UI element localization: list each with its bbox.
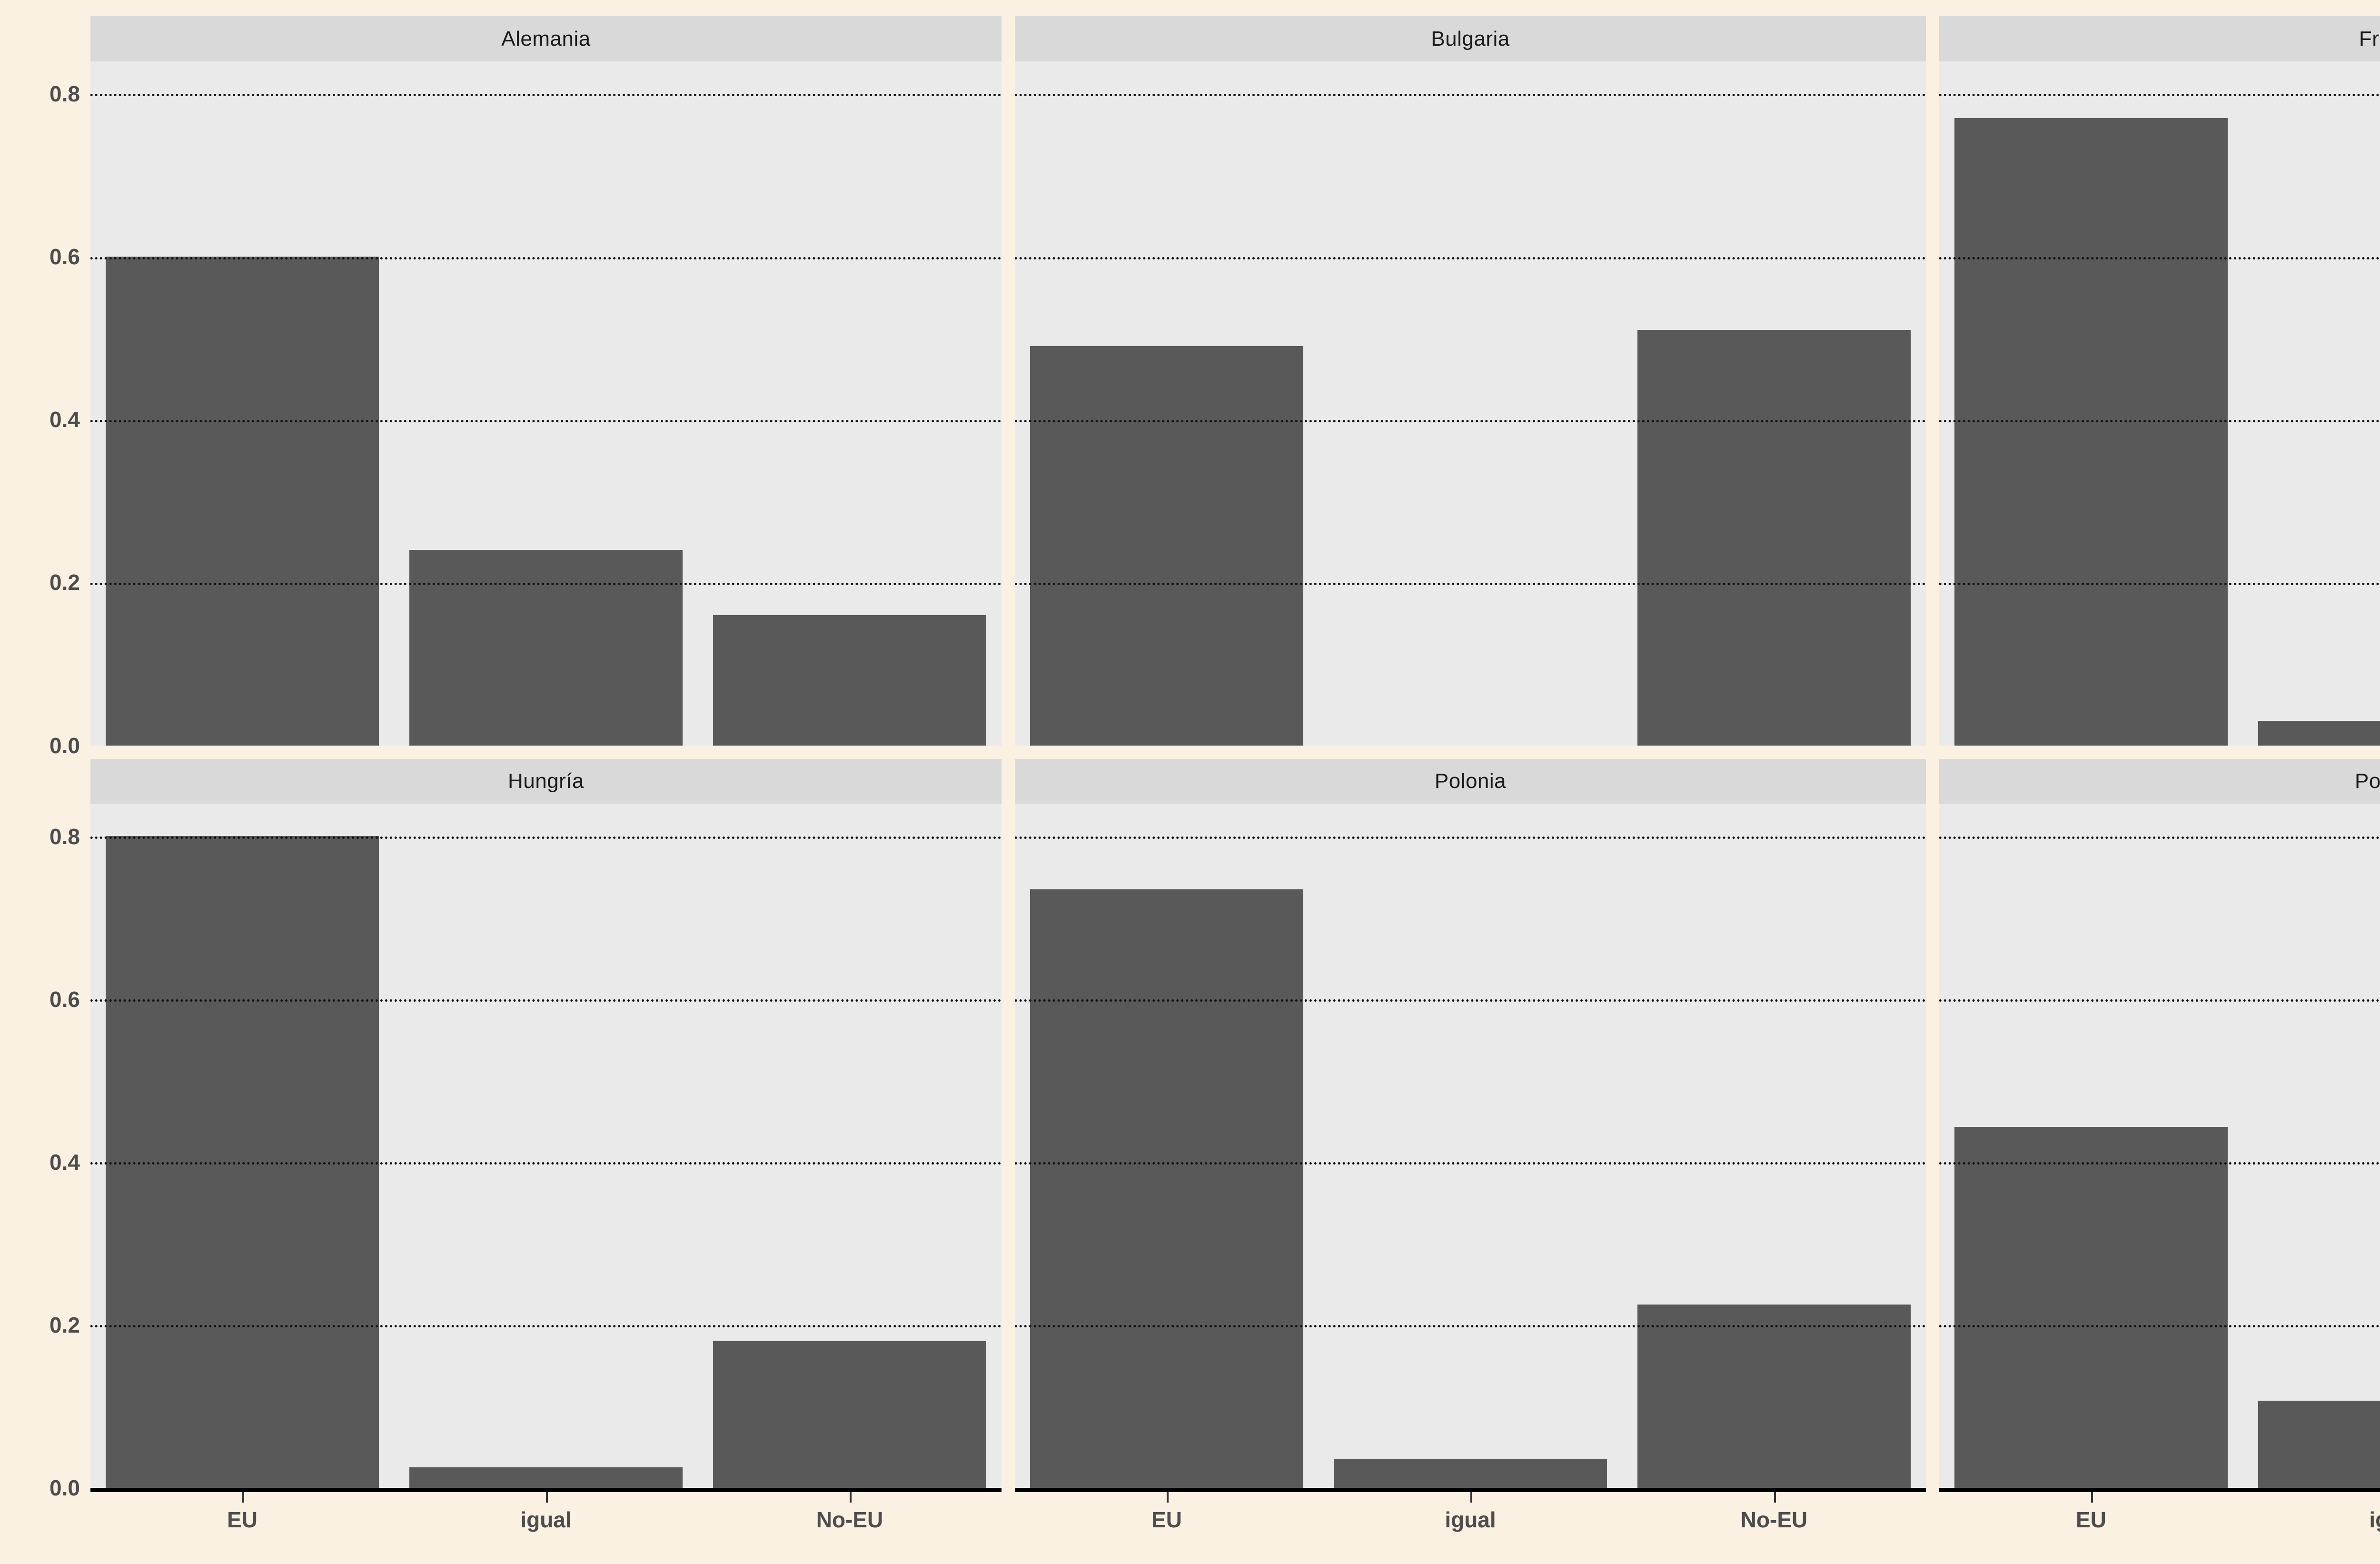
facet-panel-bulgaria: Bulgaria	[1015, 16, 1926, 746]
x-tick-mark	[1167, 1492, 1169, 1503]
x-tick-label-igual: igual	[1445, 1507, 1496, 1532]
x-axis-line	[90, 1488, 1002, 1492]
x-tick-mark	[242, 1492, 244, 1503]
plot-area-bulgaria	[1015, 61, 1926, 746]
bar-no-eu	[713, 1341, 987, 1488]
bars-container	[1939, 804, 2380, 1488]
x-tick-label-no-eu: No-EU	[1740, 1507, 1808, 1532]
plot-area-alemania	[90, 61, 1002, 746]
facet-strip-alemania: Alemania	[90, 16, 1002, 61]
bar-eu	[1030, 889, 1304, 1488]
bars-container	[1939, 61, 2380, 746]
bar-eu	[105, 257, 379, 746]
x-tick-mark	[546, 1492, 548, 1503]
bar-no-eu	[1637, 330, 1911, 746]
facet-strip-label: Polonia	[1434, 769, 1507, 793]
bar-igual	[1333, 1459, 1607, 1488]
bars-container	[90, 61, 1002, 746]
bar-eu	[1954, 1127, 2228, 1488]
facet-strip-label: Bulgaria	[1431, 27, 1510, 50]
bar-igual	[409, 549, 683, 746]
x-tick-mark	[1774, 1492, 1776, 1503]
x-tick-label-no-eu: No-EU	[816, 1507, 883, 1532]
bar-igual	[2258, 721, 2380, 746]
x-tick-mark	[1470, 1492, 1472, 1503]
facet-strip-label: Hungría	[507, 769, 585, 793]
facet-strip-portugal: Portugal	[1939, 758, 2380, 804]
x-axis-line	[1939, 1488, 2380, 1492]
bars-container	[90, 804, 1002, 1488]
x-tick-label-eu: EU	[227, 1507, 258, 1532]
bar-eu	[1954, 118, 2228, 746]
facet-strip-bulgaria: Bulgaria	[1015, 16, 1926, 61]
facet-strip-label: Alemania	[501, 27, 591, 50]
x-tick-mark	[850, 1492, 852, 1503]
facet-panel-francia: Francia	[1939, 16, 2380, 746]
plot-area-francia	[1939, 61, 2380, 746]
x-tick-label-igual: igual	[520, 1507, 572, 1532]
plot-area-portugal	[1939, 804, 2380, 1488]
x-tick-label-igual: igual	[2369, 1507, 2380, 1532]
bar-igual	[409, 1467, 683, 1488]
facet-panel-alemania: Alemania	[90, 16, 1002, 746]
bar-eu	[1030, 346, 1304, 746]
facet-strip-label: Portugal	[2355, 769, 2380, 793]
facet-strip-polonia: Polonia	[1015, 758, 1926, 804]
bars-container	[1015, 804, 1926, 1488]
plot-area-hungria	[90, 804, 1002, 1488]
bar-eu	[105, 836, 379, 1488]
facet-panel-portugal: Portugal	[1939, 758, 2380, 1488]
x-tick-label-eu: EU	[1151, 1507, 1182, 1532]
bar-igual	[2258, 1400, 2380, 1488]
facet-strip-label: Francia	[2359, 27, 2380, 50]
facet-panel-polonia: Polonia	[1015, 758, 1926, 1488]
bar-no-eu	[713, 615, 987, 746]
x-axis-line	[1015, 1488, 1926, 1492]
facet-strip-francia: Francia	[1939, 16, 2380, 61]
x-tick-label-eu: EU	[2076, 1507, 2106, 1532]
facet-strip-hungria: Hungría	[90, 758, 1002, 804]
bar-no-eu	[1637, 1305, 1911, 1488]
bars-container	[1015, 61, 1926, 746]
x-tick-mark	[2091, 1492, 2093, 1503]
facet-panel-hungria: Hungría	[90, 758, 1002, 1488]
plot-area-polonia	[1015, 804, 1926, 1488]
